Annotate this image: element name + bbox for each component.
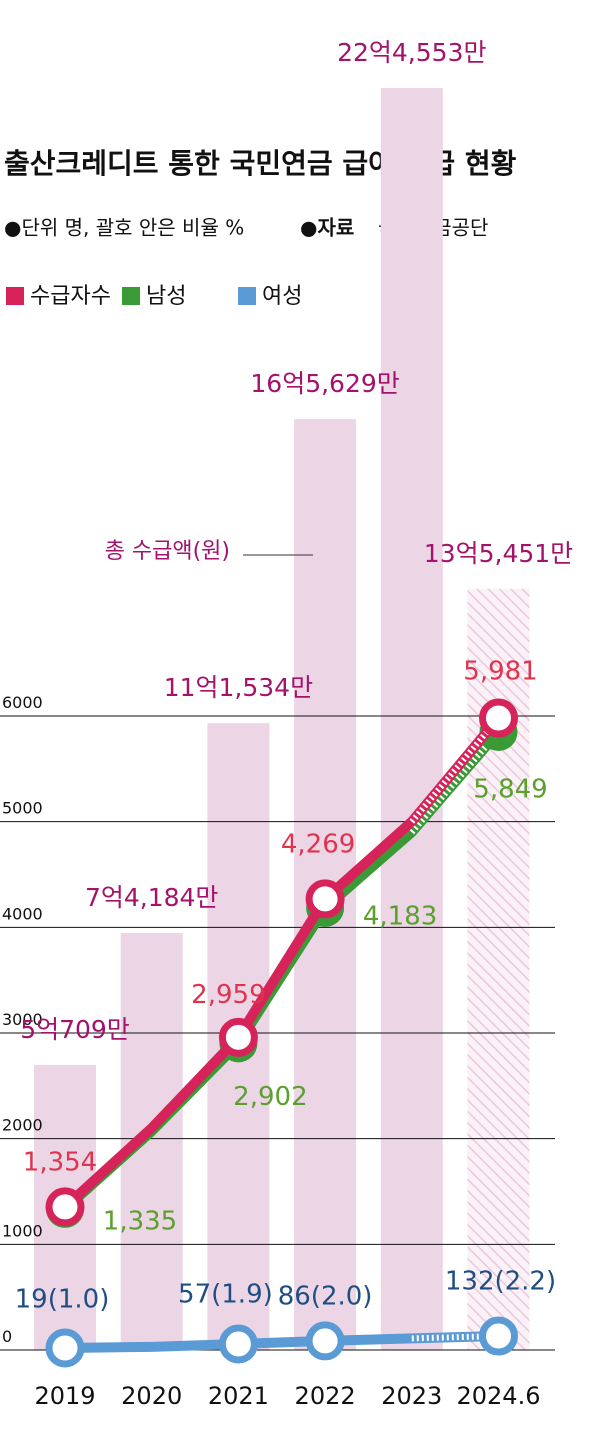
point-value-label: 19(1.0) [15,1284,110,1314]
point-marker [45,1328,85,1368]
y-tick-label: 2000 [2,1116,43,1135]
y-tick-label: 3000 [2,1010,43,1029]
legend-label: 여성 [262,284,302,309]
y-tick-label: 4000 [2,904,43,923]
bar-value-label: 22억4,553만 [337,38,486,67]
y-tick-label: 1000 [2,1221,43,1240]
point-marker [218,1017,258,1057]
y-tick-label: 0 [2,1327,12,1346]
x-tick-label: 2024.6 [457,1382,541,1410]
point-marker [305,1321,345,1361]
legend-label: 수급자수 [30,284,111,309]
x-tick-label: 2020 [121,1382,182,1410]
point-value-label: 5,981 [463,657,537,687]
legend-swatch [238,287,256,305]
bar-value-label: 13억5,451만 [424,539,573,568]
bar-value-label: 16억5,629만 [250,369,399,398]
point-value-label: 57(1.9) [178,1279,273,1309]
point-marker [45,1187,85,1227]
point-marker [479,1316,518,1356]
point-value-label: 1,335 [103,1206,177,1236]
bar-value-label: 7억4,184만 [85,883,218,912]
line-0 [61,714,503,1211]
point-value-label: 2,902 [233,1082,307,1112]
y-tick-label: 5000 [2,799,43,818]
projection-dash [409,729,501,835]
x-tick-label: 2021 [208,1382,269,1410]
x-tick-label: 2022 [295,1382,356,1410]
legend-swatch [6,287,24,305]
point-marker [305,879,345,919]
legend-label: 남성 [146,284,186,309]
legend-swatch [122,287,140,305]
point-value-label: 5,849 [473,774,547,804]
bar-value-label: 11억1,534만 [164,673,313,702]
unit-note: ●단위 명, 괄호 안은 비율 % [4,216,244,240]
point-value-label: 132(2.2) [445,1267,556,1297]
point-marker [479,698,518,738]
bar-value-label: 5억709만 [20,1015,130,1044]
bar-series-annotation: 총 수급액(원) [105,539,230,564]
x-tick-label: 2019 [34,1382,95,1410]
point-value-label: 86(2.0) [278,1281,373,1311]
line-2 [64,1331,499,1353]
y-tick-label: 6000 [2,693,43,712]
bar [380,88,443,1350]
x-tick-label: 2023 [381,1382,442,1410]
point-value-label: 1,354 [23,1147,97,1177]
point-value-label: 4,183 [363,901,437,931]
point-value-label: 2,959 [191,980,265,1010]
point-marker [218,1324,258,1364]
point-value-label: 4,269 [281,829,355,859]
source-label: ●자료 [300,216,354,240]
